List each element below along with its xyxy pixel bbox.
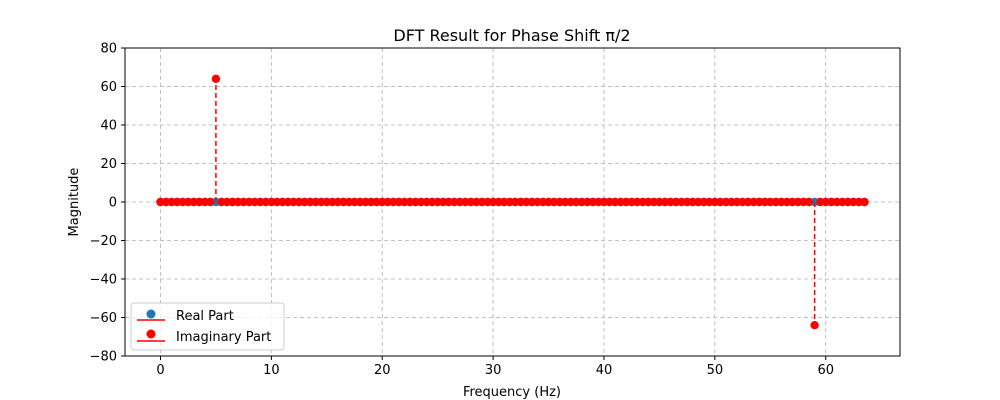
x-axis-ticks: 0 10 20 30 40 50 60 [156,356,834,378]
x-tick-label: 20 [374,363,391,378]
legend-box [130,302,285,351]
y-tick-label: 60 [100,80,117,95]
y-tick-label: 0 [109,196,117,211]
chart-title: DFT Result for Phase Shift π/2 [393,26,630,45]
imaginary-part-marker [804,197,814,207]
legend-entry-imaginary-part: Imaginary Part [137,329,271,345]
legend-entry-real-part: Real Part [137,309,234,324]
real-part-marker-cross-top [212,198,220,206]
legend-label-imaginary-part: Imaginary Part [176,330,271,345]
imaginary-part-marker [206,197,215,207]
y-axis-label: Magnitude [67,168,82,237]
x-tick-label: 60 [817,363,834,378]
real-part-marker-cross-top [811,198,818,206]
y-tick-label: 40 [100,119,117,134]
y-tick-label: −60 [90,311,117,326]
x-tick-label: 10 [263,363,280,378]
legend-real-part-marker [146,309,156,319]
y-tick-label: −20 [90,234,117,249]
legend-label-real-part: Real Part [176,309,234,324]
x-tick-label: 50 [707,363,724,378]
y-tick-label: 80 [100,42,117,57]
y-tick-label: 20 [100,157,117,172]
y-tick-label: −80 [90,350,117,365]
x-axis-label: Frequency (Hz) [463,385,561,400]
legend: Real Part Imaginary Part [130,302,285,351]
imaginary-part-peak-marker [211,74,221,84]
imaginary-part-series [156,74,869,330]
y-axis-ticks: −80 −60 −40 −20 0 20 40 60 80 [90,42,125,365]
x-tick-label: 40 [596,363,613,378]
x-tick-label: 0 [156,363,164,378]
imaginary-part-marker [860,197,869,207]
y-tick-label: −40 [90,273,117,288]
x-tick-label: 30 [485,363,502,378]
legend-imaginary-part-marker [146,329,156,339]
imaginary-part-peak-marker [810,321,819,330]
